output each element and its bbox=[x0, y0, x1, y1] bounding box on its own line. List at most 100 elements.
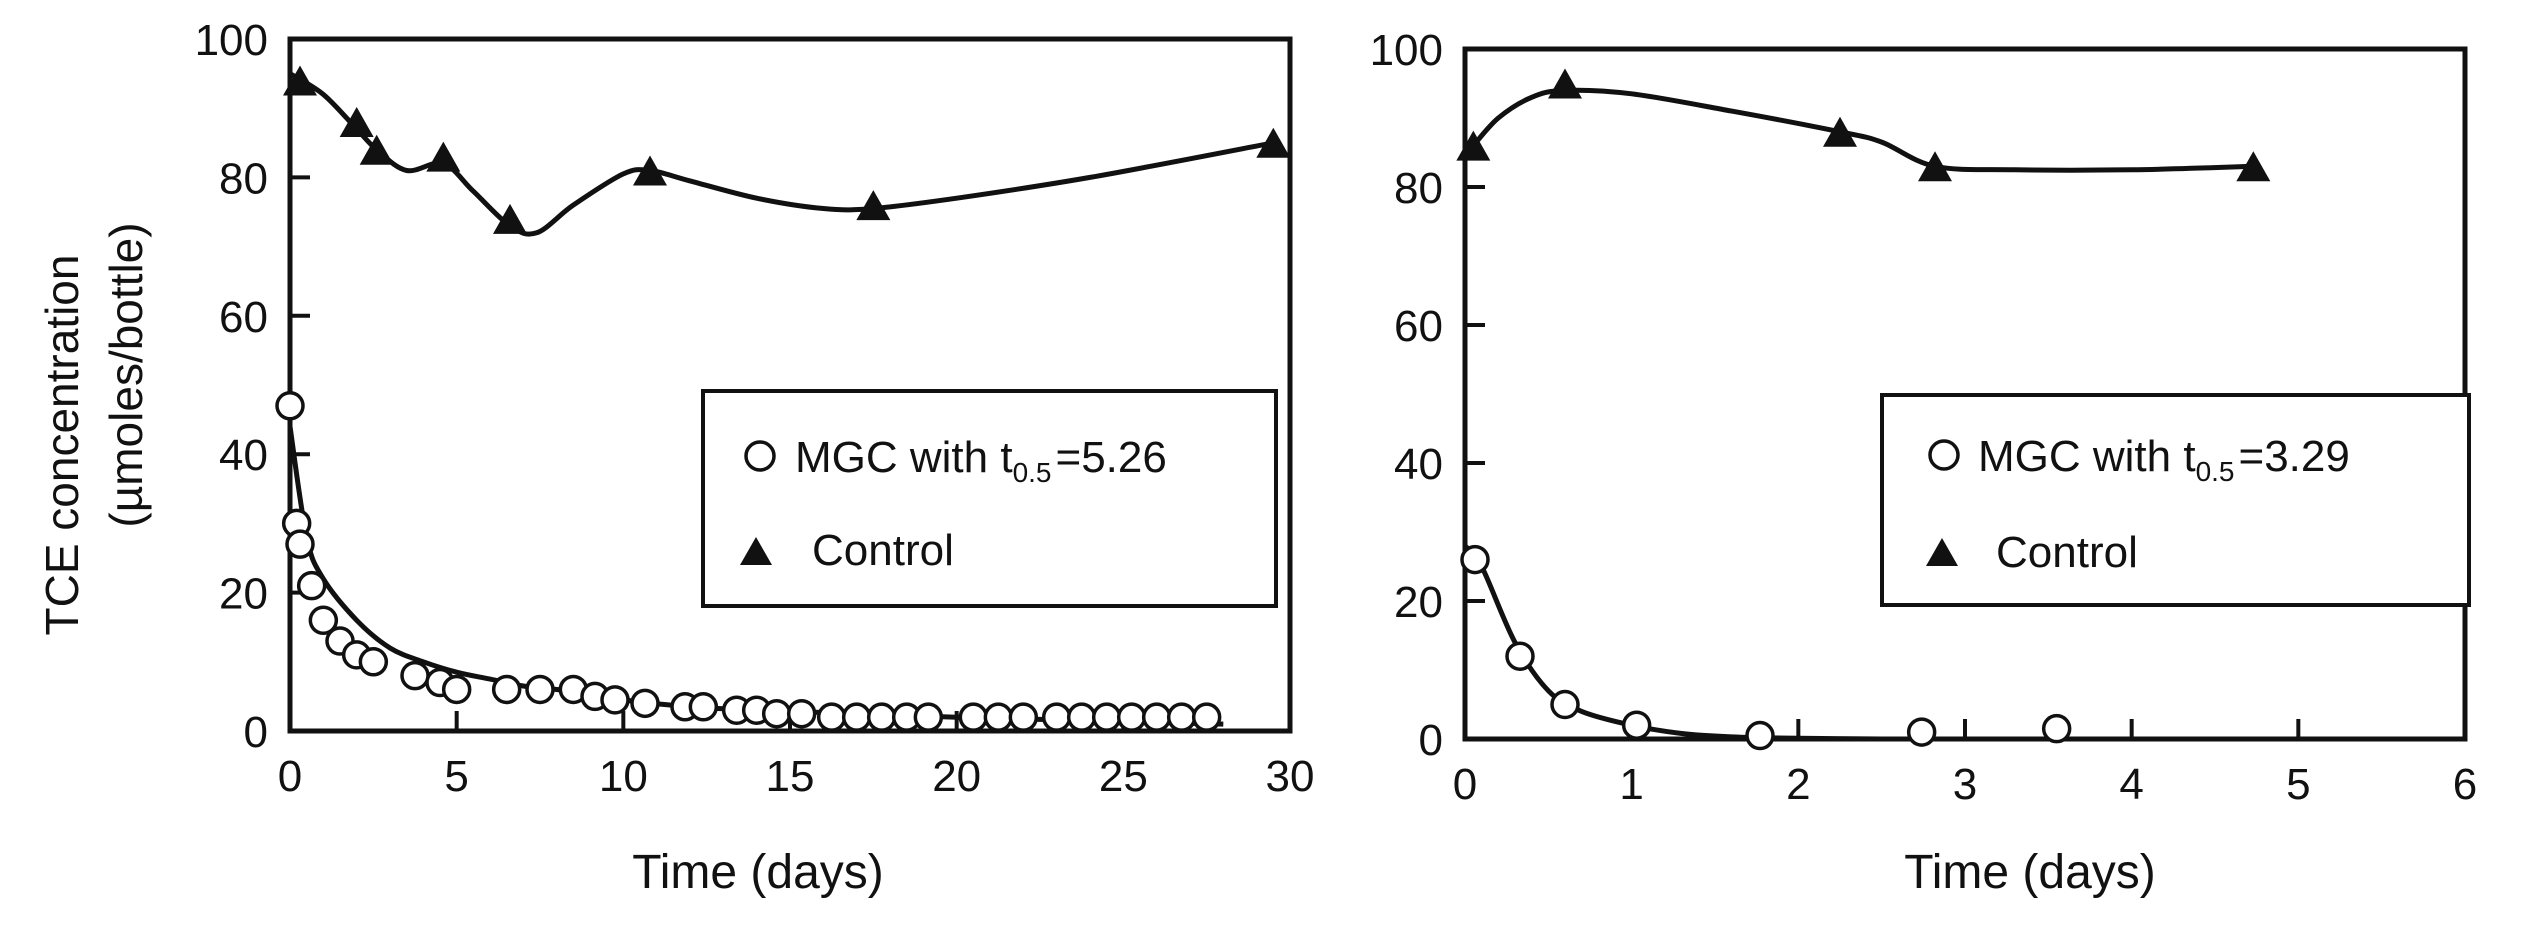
left-mgc-point bbox=[600, 685, 630, 715]
left-mgc-point bbox=[1116, 702, 1147, 732]
left-data-marks bbox=[275, 65, 1291, 732]
left-x-tick-label: 10 bbox=[599, 752, 648, 801]
right-legend-mgc-label: MGC with t0.5=3.29 bbox=[1978, 432, 2350, 487]
left-mgc-point bbox=[816, 702, 847, 732]
left-control-point bbox=[633, 155, 667, 186]
left-mgc-point bbox=[441, 674, 472, 705]
left-mgc-point bbox=[400, 660, 430, 691]
left-y-tick-label: 80 bbox=[219, 154, 268, 203]
left-mgc-point bbox=[630, 688, 660, 719]
right-x-tick-label: 3 bbox=[1953, 760, 1977, 809]
right-x-tick-label: 6 bbox=[2453, 760, 2477, 809]
right-y-tick-label: 60 bbox=[1394, 302, 1443, 351]
left-mgc-point bbox=[1091, 702, 1122, 732]
left-x-tick-label: 15 bbox=[766, 752, 815, 801]
right-x-tick-label: 1 bbox=[1619, 760, 1643, 809]
left-plot-frame bbox=[287, 36, 1293, 734]
left-control-point bbox=[856, 190, 891, 221]
right-x-tick-label: 4 bbox=[2119, 760, 2143, 809]
right-control-point bbox=[1918, 151, 1952, 182]
left-x-tick-label: 25 bbox=[1099, 752, 1148, 801]
left-mgc-point bbox=[275, 391, 305, 421]
left-mgc-point bbox=[913, 702, 944, 732]
right-legend-mgc-sub: 0.5 bbox=[2196, 456, 2235, 487]
right-x-tick-label: 2 bbox=[1786, 760, 1810, 809]
left-mgc-point bbox=[866, 702, 897, 732]
right-mgc-point bbox=[1621, 710, 1652, 740]
right-x-tick-label: 0 bbox=[1453, 760, 1477, 809]
left-control-point bbox=[1256, 127, 1291, 158]
right-control-point bbox=[1456, 130, 1491, 161]
left-legend-triangle-icon bbox=[740, 537, 772, 565]
right-control-point bbox=[2236, 151, 2271, 182]
left-y-tick-label: 40 bbox=[219, 431, 268, 480]
right-control-point bbox=[1548, 68, 1582, 99]
right-legend-triangle-icon bbox=[1926, 538, 1958, 566]
left-control-point bbox=[339, 107, 374, 138]
right-mgc-point bbox=[1745, 720, 1775, 751]
left-mgc-point bbox=[1166, 702, 1197, 732]
left-control-point bbox=[426, 141, 461, 172]
left-control-point bbox=[359, 134, 394, 165]
left-mgc-point bbox=[1191, 702, 1222, 732]
left-control-point bbox=[283, 65, 317, 96]
right-legend-control-label: Control bbox=[1996, 528, 2138, 577]
right-y-tick-label: 40 bbox=[1394, 440, 1443, 489]
right-y-tick-label: 0 bbox=[1419, 716, 1443, 765]
left-mgc-point bbox=[958, 702, 989, 732]
left-mgc-point bbox=[296, 570, 327, 601]
left-mgc-point bbox=[308, 605, 339, 636]
left-legend-mgc-label: MGC with t0.5=5.26 bbox=[795, 433, 1167, 488]
y-axis-label-line1: TCE concentration bbox=[36, 255, 88, 636]
right-mgc-point bbox=[1505, 641, 1535, 671]
left-mgc-point bbox=[285, 529, 315, 559]
left-control-point bbox=[493, 203, 527, 234]
y-axis-label-line2: (µmoles/bottle) bbox=[100, 222, 152, 527]
left-mgc-point bbox=[688, 692, 719, 722]
right-legend-box bbox=[1880, 393, 2471, 607]
right-mgc-point bbox=[1550, 689, 1580, 720]
left-mgc-point bbox=[1066, 702, 1097, 732]
right-x-tick-label: 5 bbox=[2286, 760, 2310, 809]
right-mgc-point bbox=[2041, 713, 2072, 744]
left-x-tick-label: 30 bbox=[1266, 752, 1315, 801]
right-mgc-fit-line bbox=[1463, 544, 1882, 742]
left-legend-control-label: Control bbox=[812, 526, 954, 575]
left-y-tick-label: 60 bbox=[219, 293, 268, 342]
right-legend-circle-icon bbox=[1928, 439, 1960, 471]
left-y-tick-label: 20 bbox=[219, 570, 268, 619]
right-data-marks bbox=[1456, 68, 2271, 751]
left-mgc-point bbox=[1141, 702, 1172, 732]
right-legend: MGC with t0.5=3.29 Control bbox=[1880, 393, 2471, 607]
left-chart-panel: 0 5 10 15 20 25 30 0 20 40 60 80 100 Time (days) MGC… bbox=[195, 16, 1315, 899]
right-mgc-point bbox=[1906, 717, 1937, 747]
left-mgc-point bbox=[525, 674, 555, 705]
right-legend-mgc-value: =3.29 bbox=[2239, 432, 2350, 481]
left-legend: MGC with t0.5=5.26 Control bbox=[701, 389, 1278, 608]
left-x-tick-label: 20 bbox=[932, 752, 981, 801]
left-legend-mgc-text: MGC with t bbox=[795, 433, 1013, 482]
left-mgc-point bbox=[786, 698, 817, 729]
right-legend-mgc-text: MGC with t bbox=[1978, 432, 2196, 481]
left-x-tick-label: 5 bbox=[444, 752, 468, 801]
left-mgc-point bbox=[841, 702, 872, 732]
left-y-tick-label: 0 bbox=[244, 708, 268, 757]
right-control-point bbox=[1823, 116, 1857, 147]
left-mgc-point bbox=[358, 647, 389, 677]
left-mgc-point bbox=[761, 698, 792, 729]
left-legend-mgc-value: =5.26 bbox=[1056, 433, 1167, 482]
right-fit-lines bbox=[1463, 87, 2254, 742]
left-mgc-point bbox=[491, 674, 522, 705]
left-legend-mgc-sub: 0.5 bbox=[1013, 457, 1052, 488]
right-y-tick-label: 80 bbox=[1394, 164, 1443, 213]
left-mgc-point bbox=[1008, 702, 1039, 732]
left-mgc-point bbox=[983, 702, 1014, 732]
right-control-fit-line bbox=[1471, 87, 2254, 173]
left-x-tick-label: 0 bbox=[278, 752, 302, 801]
left-legend-circle-icon bbox=[744, 440, 776, 472]
right-y-tick-label: 100 bbox=[1370, 26, 1443, 75]
left-y-tick-label: 100 bbox=[195, 16, 268, 65]
